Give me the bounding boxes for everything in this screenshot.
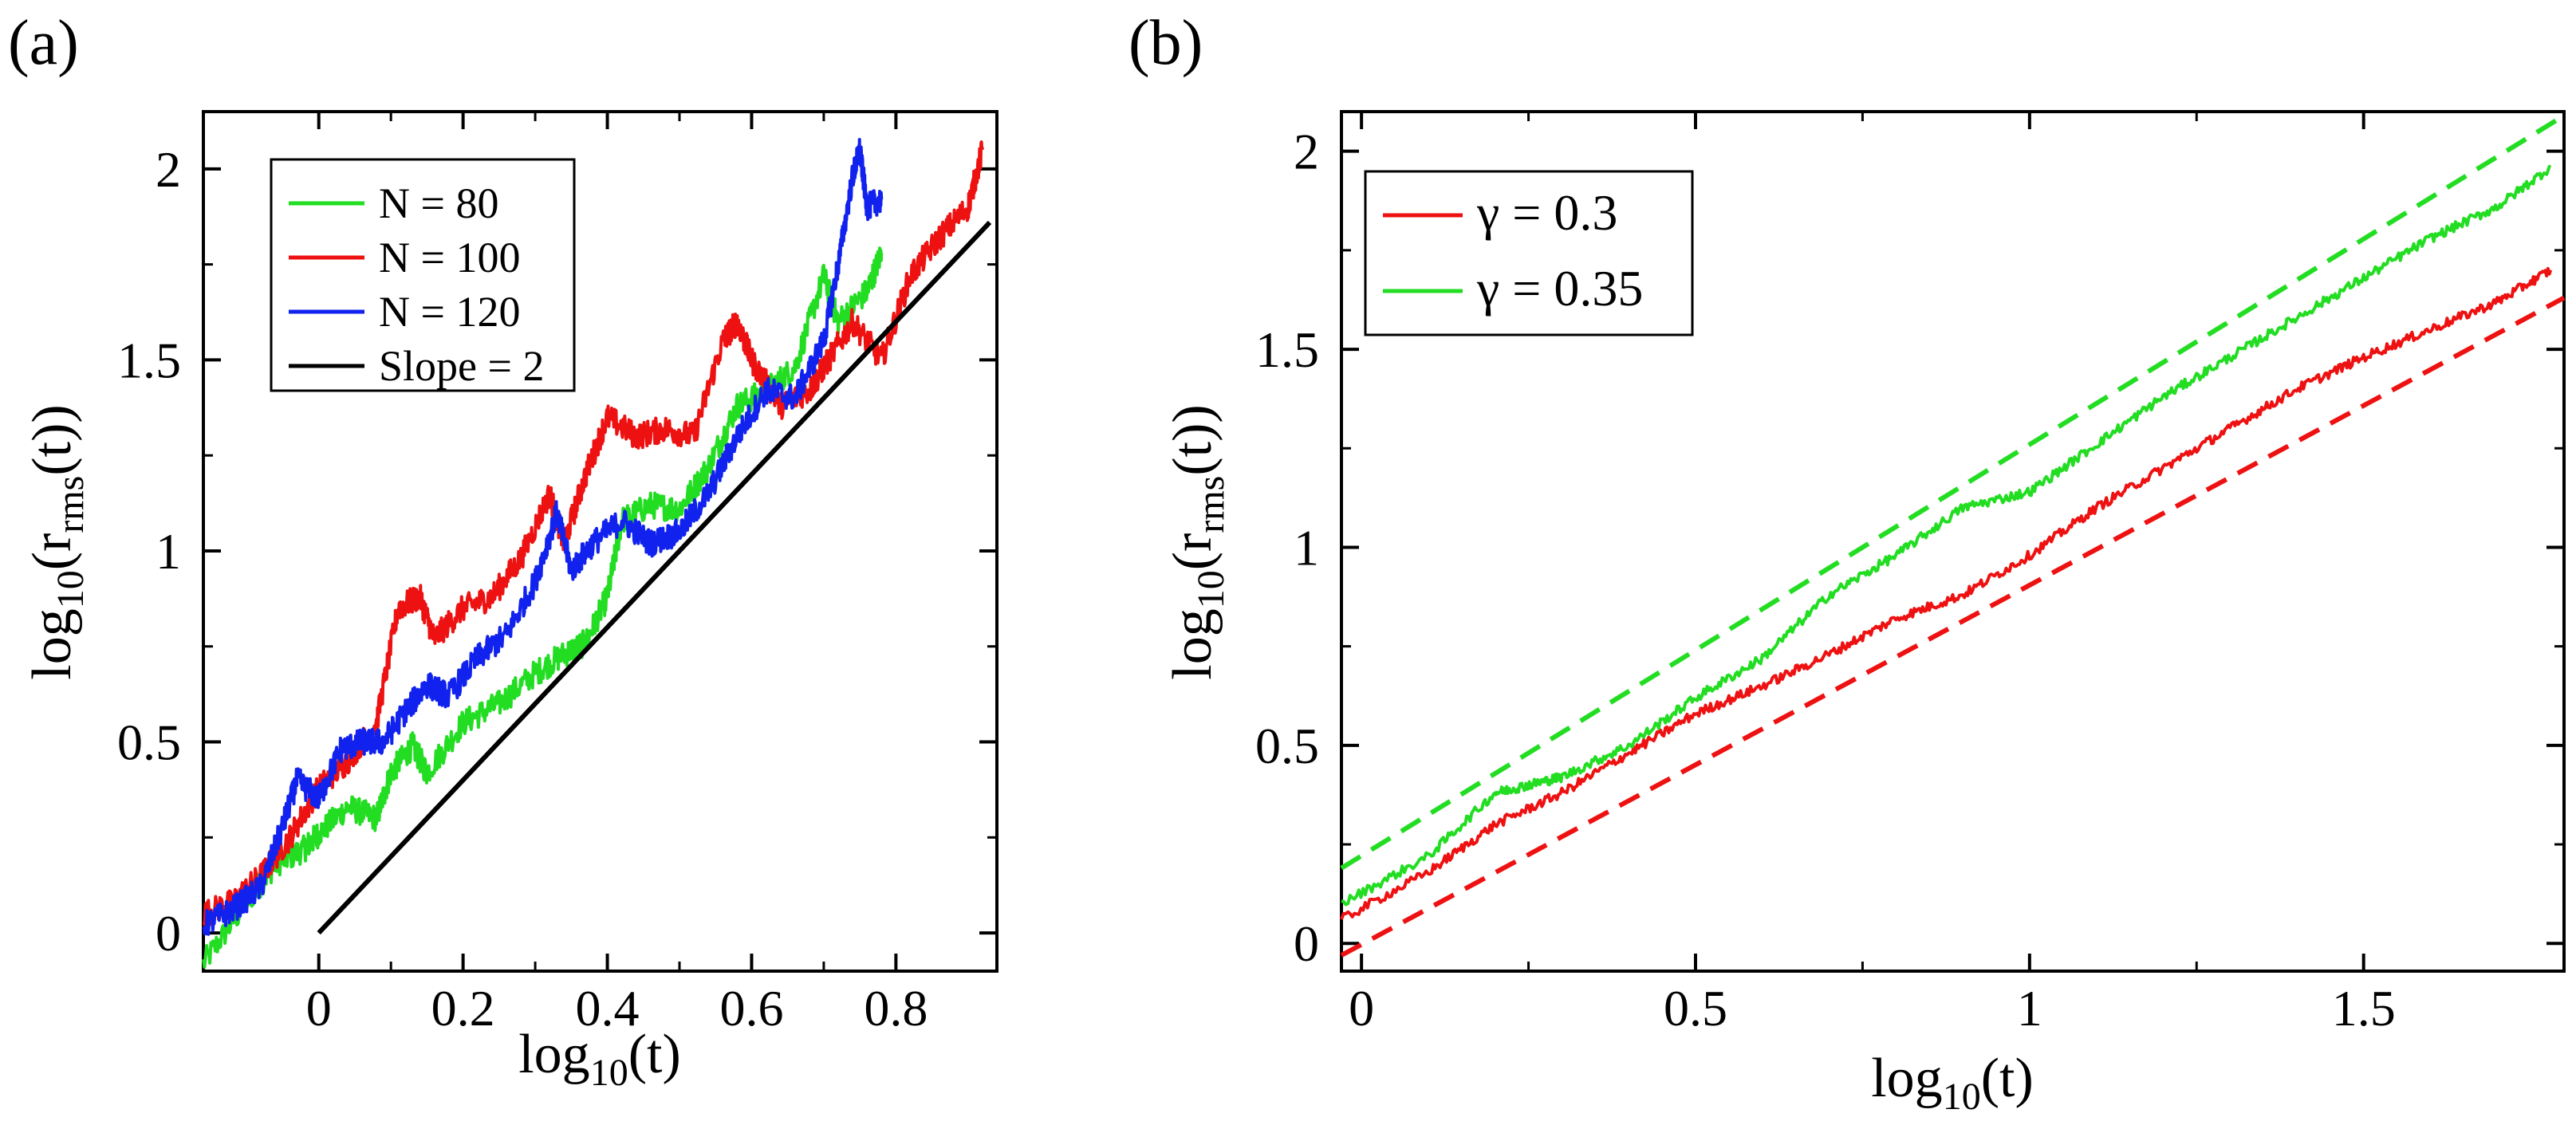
panel-b-xlabel: log10(t): [1871, 1048, 2034, 1118]
panel-b-legend-box: [1364, 170, 1694, 336]
x-tick-label: 1.5: [2332, 980, 2396, 1036]
x-tick-label: 0: [1349, 980, 1374, 1036]
panel-a-legend-box: [270, 158, 576, 392]
x-tick-label: 0.2: [431, 980, 495, 1036]
y-tick-label: 1: [156, 523, 181, 580]
y-tick-label: 2: [1294, 124, 1319, 180]
y-tick-label: 1.5: [117, 332, 181, 388]
series-line: [1340, 266, 2553, 920]
panel-b-label: (b): [1128, 8, 1203, 78]
panel-b-legend: γ = 0.3 γ = 0.35: [1364, 170, 1694, 336]
series-line: [1341, 164, 2552, 907]
legend-label: N = 100: [379, 234, 520, 281]
legend-label: γ = 0.3: [1476, 184, 1617, 241]
series-line: [1340, 295, 2566, 958]
panel-b-frame: [1340, 110, 2566, 973]
panel-a-series: [202, 138, 992, 969]
panel-a-frame: [202, 110, 998, 973]
legend-label: N = 80: [379, 179, 498, 227]
y-tick-label: 0: [1294, 915, 1319, 972]
panel-b-series: [1340, 113, 2566, 958]
legend-label: Slope = 2: [379, 342, 544, 390]
panel-b-ylabel: log10(rrms(t)): [1162, 404, 1232, 679]
svg-text:log10(t): log10(t): [1871, 1048, 2034, 1118]
panel-a: (a) 0 0.2 0.4 0.6 0.800.511.52 log10(t) log1…: [8, 8, 998, 1094]
x-tick-label: 0.8: [864, 980, 928, 1036]
series-line: [1340, 113, 2566, 871]
y-tick-label: 0.5: [1255, 718, 1319, 774]
y-tick-label: 2: [156, 141, 181, 198]
x-tick-label: 1: [2017, 980, 2042, 1036]
y-tick-label: 1: [1294, 519, 1319, 576]
y-tick-label: 1.5: [1255, 321, 1319, 378]
panel-b: (b) 0 0.5 1 1.5 0 0.5 1 1.5 2 log10(t) log10(rrm…: [1128, 8, 2566, 1118]
svg-text:log10(rrms(t)): log10(rrms(t)): [22, 404, 92, 679]
legend-label: N = 120: [379, 288, 520, 336]
series-line: [317, 220, 992, 935]
y-tick-label: 0.5: [117, 714, 181, 771]
x-tick-label: 0.6: [719, 980, 783, 1036]
panel-a-ylabel: log10(rrms(t)): [22, 404, 92, 679]
x-tick-label: 0.5: [1664, 980, 1727, 1036]
x-tick-label: 0: [306, 980, 332, 1036]
series-line: [202, 246, 884, 969]
legend-label: γ = 0.35: [1476, 260, 1643, 317]
x-tick-label: 0.4: [576, 980, 640, 1036]
series-line: [202, 138, 884, 936]
panel-a-label: (a): [8, 8, 79, 78]
panel-b-ticks: 0 0.5 1 1.5 0 0.5 1 1.5 2: [1255, 112, 2564, 1036]
svg-text:log10(rrms(t)): log10(rrms(t)): [1162, 404, 1232, 679]
panel-a-legend: N = 80 N = 100 N = 120 Slope = 2: [270, 158, 576, 392]
y-tick-label: 0: [156, 905, 181, 962]
panel-a-ticks: 0 0.2 0.4 0.6 0.8 0 0.5 1 1.5 2: [117, 112, 997, 1036]
